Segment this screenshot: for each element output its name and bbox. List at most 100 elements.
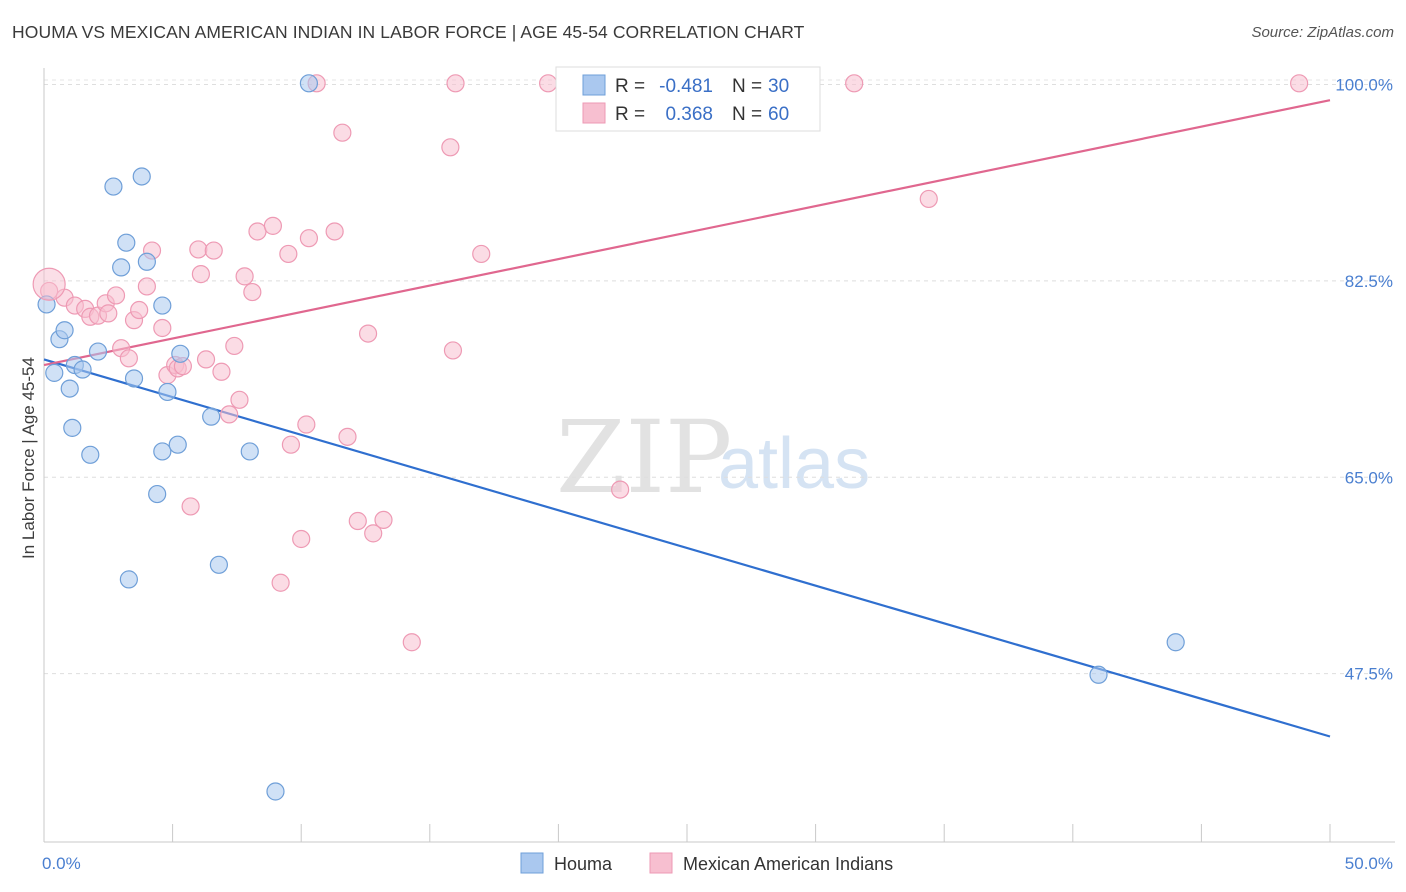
data-point-houma [81, 445, 100, 464]
data-point-houma [124, 369, 144, 388]
y-tick-label: 82.5% [1345, 272, 1393, 291]
series-legend-label-mexican-american-indians: Mexican American Indians [683, 854, 893, 874]
data-point-mexican-american-indians [181, 497, 200, 516]
data-point-houma [240, 442, 259, 461]
data-point-mexican-american-indians [196, 350, 216, 369]
data-point-mexican-american-indians [191, 265, 210, 284]
data-point-mexican-american-indians [348, 511, 367, 531]
data-point-houma [55, 321, 74, 340]
watermark-zip: ZIP [556, 399, 732, 516]
data-point-mexican-american-indians [130, 300, 149, 320]
y-tick-label: 65.0% [1345, 468, 1393, 487]
correlation-legend: R = -0.481 N = 30 R = 0.368 N = 60 [555, 66, 821, 132]
data-point-houma [299, 74, 319, 93]
data-point-houma [132, 167, 151, 186]
data-point-mexican-american-indians [106, 286, 126, 305]
data-point-mexican-american-indians [235, 267, 254, 286]
series-legend-swatch-mexican-american-indians [649, 852, 673, 874]
axes [43, 68, 1395, 843]
data-point-mexican-american-indians [472, 244, 491, 264]
data-point-mexican-american-indians [212, 362, 231, 381]
data-point-mexican-american-indians [99, 304, 118, 323]
data-point-houma [1089, 665, 1108, 684]
data-point-mexican-american-indians-cluster [32, 267, 66, 301]
data-point-mexican-american-indians [325, 222, 344, 241]
chart-title: HOUMA VS MEXICAN AMERICAN INDIAN IN LABO… [12, 22, 805, 42]
data-point-mexican-american-indians [189, 240, 208, 259]
data-point-mexican-american-indians [279, 244, 298, 264]
legend-n-value-2: 60 [768, 104, 789, 125]
data-points [32, 74, 1309, 801]
data-point-mexican-american-indians [611, 480, 630, 499]
source-credit: Source: ZipAtlas.com [1251, 24, 1394, 41]
data-point-mexican-american-indians [338, 427, 357, 446]
series-legend-swatch-houma [520, 852, 544, 874]
data-point-mexican-american-indians [299, 229, 319, 248]
data-point-houma [88, 342, 108, 361]
data-point-houma [148, 484, 167, 504]
data-point-mexican-american-indians [374, 510, 393, 529]
data-point-houma [168, 435, 187, 454]
tick-labels: 47.5% 65.0% 82.5% 100.0% 0.0% 50.0% [42, 75, 1393, 873]
data-point-houma [1166, 633, 1185, 652]
legend-r-value-2: 0.368 [665, 104, 713, 125]
trend-line-houma [43, 358, 1331, 738]
data-point-houma [104, 177, 123, 196]
data-point-mexican-american-indians [1290, 74, 1309, 93]
data-point-mexican-american-indians [137, 277, 156, 296]
data-point-mexican-american-indians [297, 415, 316, 434]
data-point-mexican-american-indians [845, 74, 864, 93]
x-tick-label-max: 50.0% [1345, 854, 1393, 873]
data-point-mexican-american-indians [443, 341, 463, 360]
data-point-houma [73, 360, 92, 379]
data-point-mexican-american-indians [119, 349, 138, 368]
data-point-mexican-american-indians [402, 633, 421, 652]
data-point-mexican-american-indians [153, 318, 172, 338]
legend-swatch-mexican-american-indians [582, 102, 606, 124]
data-point-houma [117, 233, 136, 252]
y-tick-label: 100.0% [1335, 75, 1393, 94]
series-legend: Houma Mexican American Indians [520, 852, 893, 874]
data-point-houma [171, 344, 190, 363]
data-point-mexican-american-indians [919, 189, 938, 209]
data-point-mexican-american-indians [248, 222, 267, 241]
data-point-mexican-american-indians [271, 573, 290, 592]
series-legend-label-houma: Houma [554, 854, 613, 874]
legend-n-label-1: N = [732, 76, 762, 97]
legend-r-value-1: -0.481 [659, 76, 713, 97]
data-point-houma [45, 363, 64, 382]
trend-line-mexican-american-indians [43, 99, 1331, 367]
data-point-houma [119, 570, 138, 589]
watermark-atlas: atlas [718, 424, 870, 504]
data-point-houma [63, 418, 82, 437]
data-point-mexican-american-indians [243, 282, 262, 302]
legend-r-label-1: R = [615, 76, 645, 97]
data-point-mexican-american-indians [441, 138, 460, 157]
data-point-mexican-american-indians [281, 435, 301, 454]
data-point-houma [153, 442, 172, 461]
data-point-houma [112, 258, 131, 277]
trend-lines [43, 99, 1331, 738]
data-point-mexican-american-indians [292, 529, 311, 549]
data-point-mexican-american-indians [263, 216, 283, 235]
legend-r-label-2: R = [615, 104, 645, 125]
y-axis-label: In Labor Force | Age 45-54 [19, 357, 38, 559]
data-point-houma [202, 407, 221, 426]
data-point-mexican-american-indians [358, 324, 378, 343]
data-point-mexican-american-indians [539, 74, 558, 93]
data-point-mexican-american-indians [230, 390, 249, 409]
data-point-houma [153, 296, 172, 315]
data-point-mexican-american-indians [204, 241, 223, 260]
data-point-houma [209, 555, 228, 574]
data-point-mexican-american-indians [446, 74, 465, 93]
data-point-mexican-american-indians [225, 336, 244, 356]
data-point-mexican-american-indians [220, 405, 239, 424]
legend-n-label-2: N = [732, 104, 762, 125]
legend-n-value-1: 30 [768, 76, 789, 97]
gridlines [44, 79, 1395, 675]
legend-swatch-houma [582, 74, 606, 96]
data-point-houma [158, 382, 177, 402]
data-point-houma [266, 782, 285, 801]
data-point-houma [137, 252, 156, 271]
